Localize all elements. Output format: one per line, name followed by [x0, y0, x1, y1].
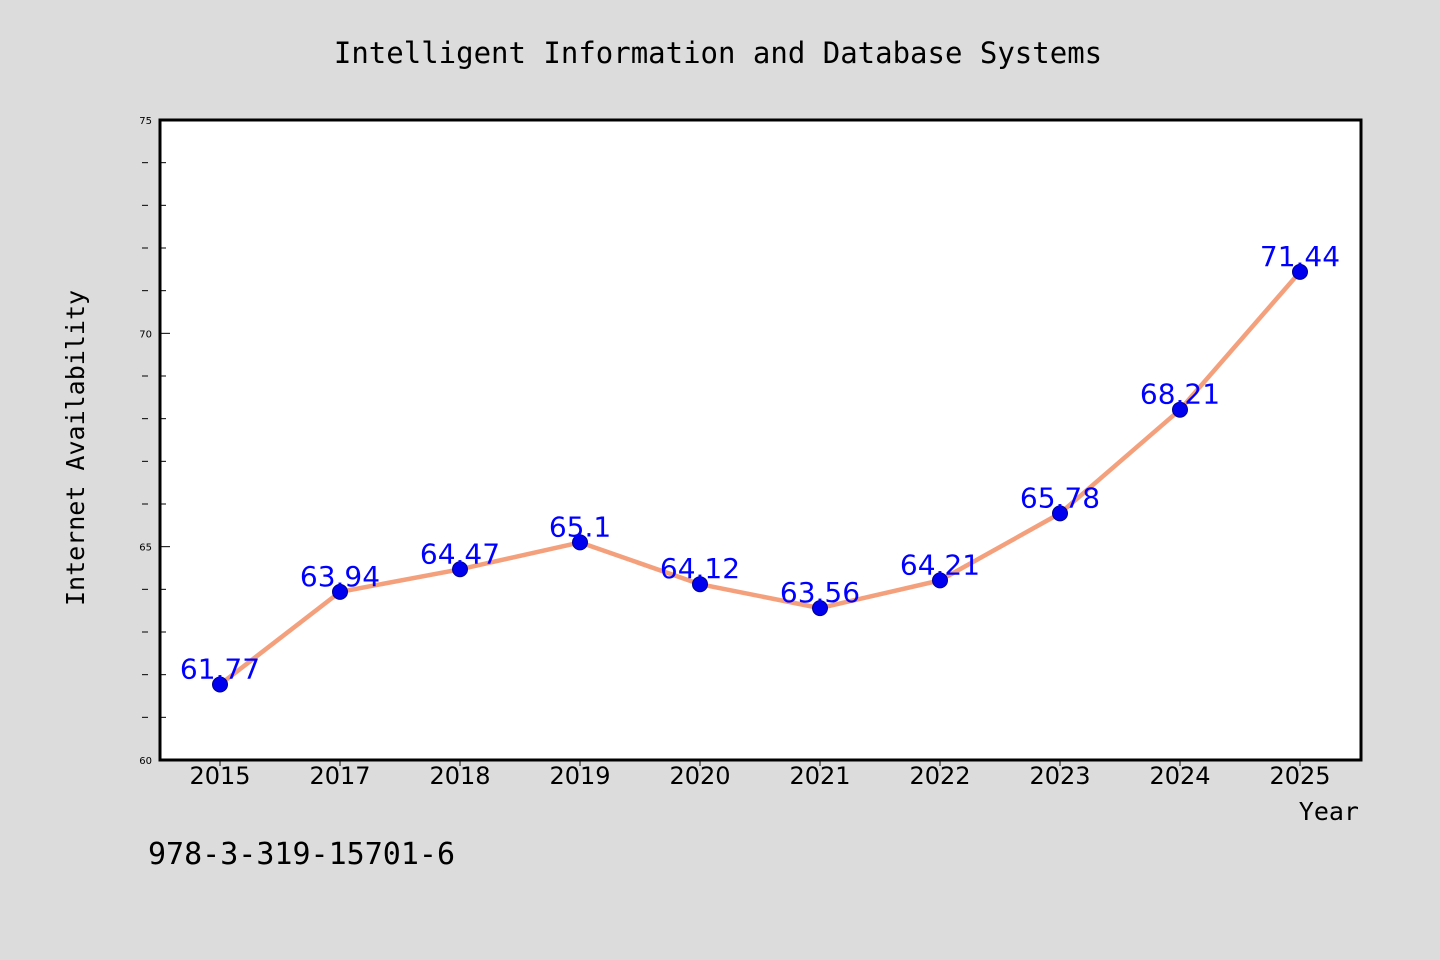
data-point-marker — [452, 561, 468, 578]
data-label: 65.1 — [549, 510, 611, 543]
data-label: 71.44 — [1260, 240, 1340, 273]
y-tick-label: 65 — [139, 543, 152, 554]
axis-ticks: 60 65 70 75 2015 2017 2018 2019 2020 2021 2022 2023… — [139, 116, 1330, 790]
x-tick-label: 2018 — [429, 762, 490, 790]
data-point-marker — [332, 583, 348, 600]
data-label: 64.47 — [420, 537, 500, 570]
data-point-marker — [1292, 263, 1308, 280]
y-tick-label: 75 — [139, 116, 152, 127]
x-tick-label: 2022 — [909, 762, 970, 790]
data-point-marker — [812, 600, 828, 617]
y-axis-label: Internet Availability — [61, 290, 90, 606]
y-tick-label: 70 — [139, 329, 152, 340]
x-tick-label: 2015 — [189, 762, 250, 790]
x-tick-label: 2019 — [549, 762, 610, 790]
x-tick-label: 2024 — [1149, 762, 1210, 790]
data-label: 64.21 — [900, 548, 980, 581]
series-marker-layer — [212, 263, 1308, 693]
data-label: 64.12 — [660, 552, 740, 585]
data-point-marker — [1172, 401, 1188, 418]
data-label: 63.94 — [300, 560, 380, 593]
footnote-isbn: 978-3-319-15701-6 — [148, 837, 455, 872]
x-tick-label: 2020 — [669, 762, 730, 790]
data-point-marker — [932, 572, 948, 589]
plot-area — [160, 120, 1361, 760]
data-point-marker — [572, 534, 588, 551]
data-label: 68.21 — [1140, 378, 1220, 411]
x-axis-label: Year — [1299, 797, 1359, 826]
y-tick-label: 60 — [139, 756, 152, 767]
data-point-marker — [212, 676, 228, 693]
data-point-marker — [692, 576, 708, 593]
x-tick-label: 2023 — [1029, 762, 1090, 790]
series-line — [217, 269, 1303, 687]
x-tick-label: 2017 — [309, 762, 370, 790]
data-label: 63.56 — [780, 576, 860, 609]
chart-title: Intelligent Information and Database Sys… — [334, 36, 1102, 70]
data-label: 61.77 — [180, 652, 260, 685]
series-line-layer — [217, 269, 1303, 687]
plot-frame — [158, 118, 1363, 762]
data-point-marker — [1052, 505, 1068, 522]
x-tick-label: 2025 — [1269, 762, 1330, 790]
data-label: 65.78 — [1020, 481, 1100, 514]
data-label-layer: 61.77 63.94 64.47 65.1 64.12 63.56 64.21 65.78 6… — [180, 240, 1340, 686]
x-tick-label: 2021 — [789, 762, 850, 790]
